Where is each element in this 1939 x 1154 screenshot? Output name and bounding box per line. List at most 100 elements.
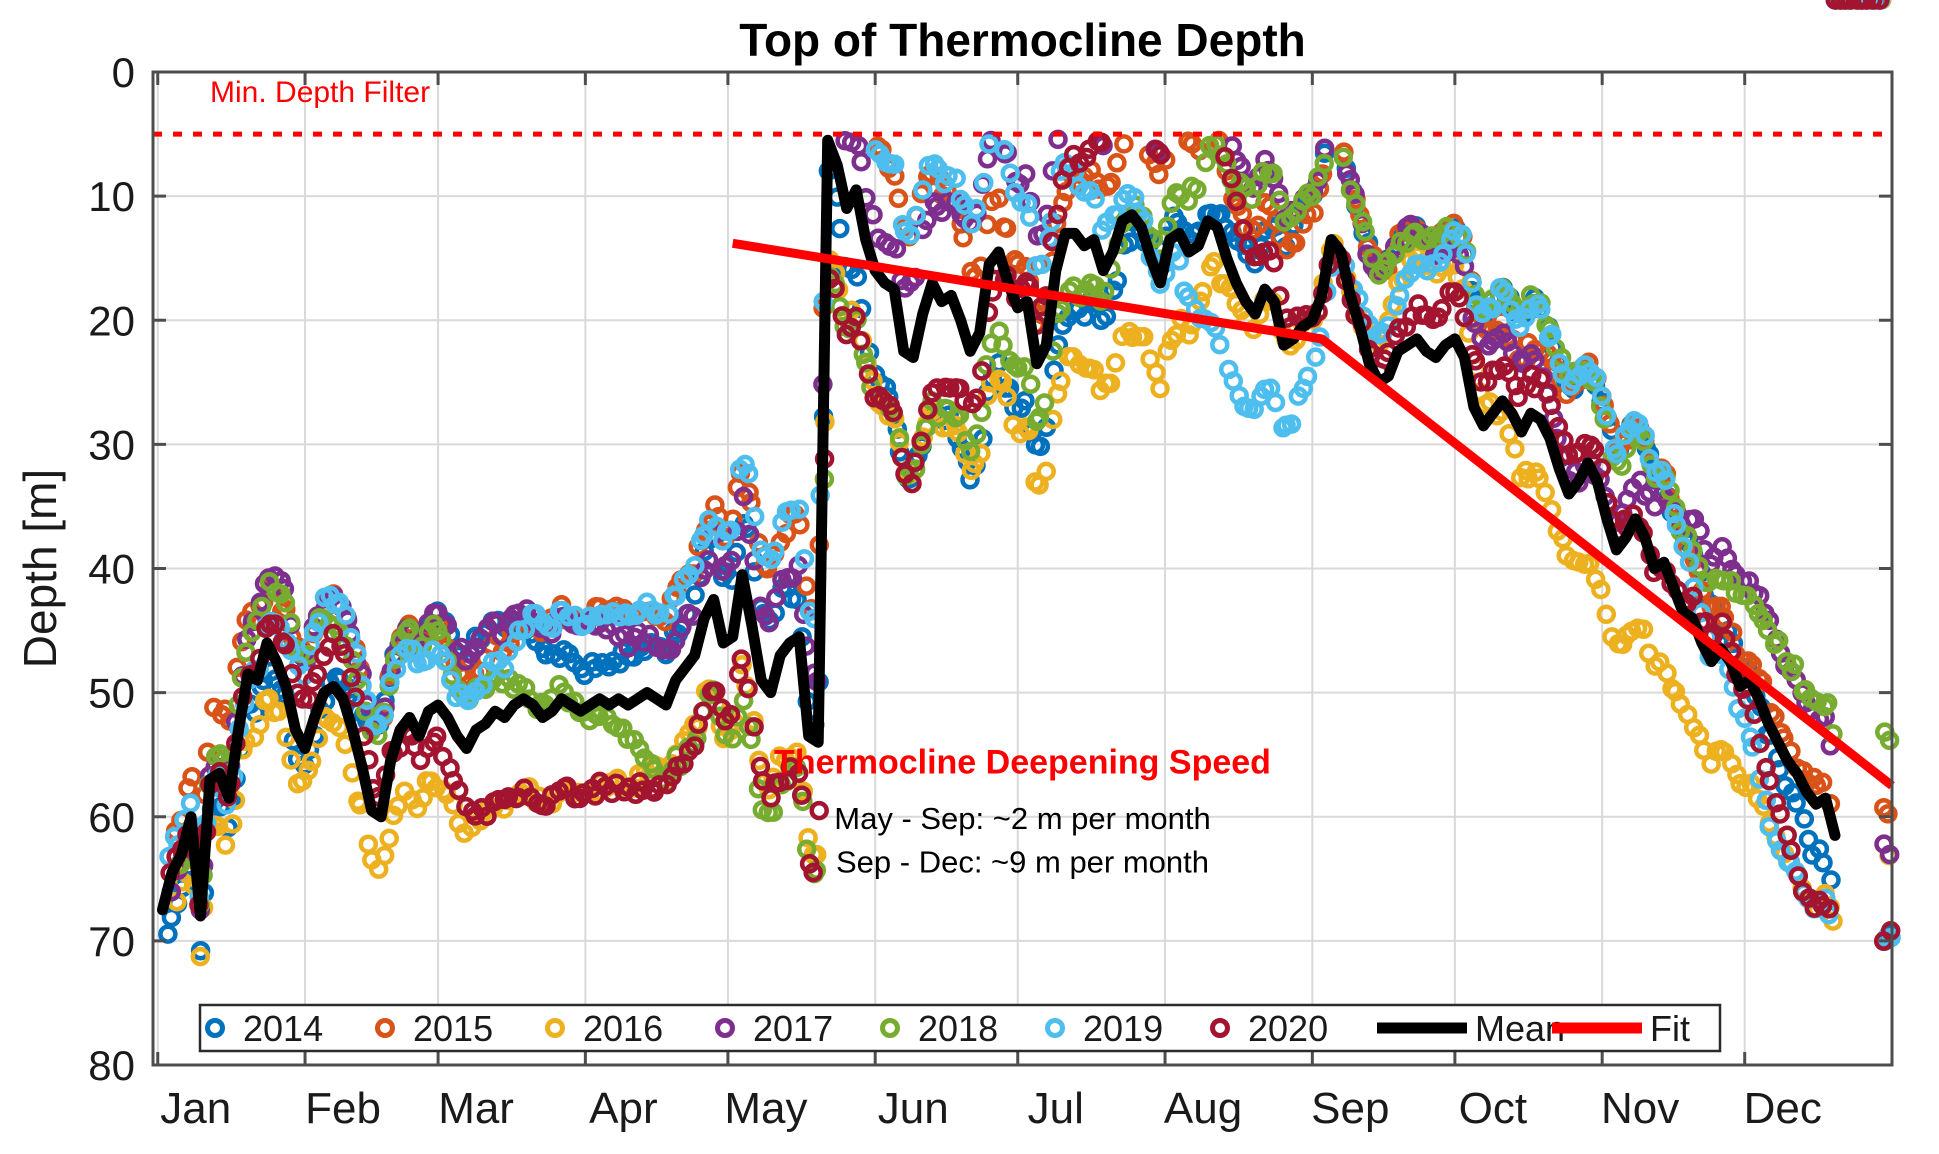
legend-item-2018[interactable]: 2018 xyxy=(880,1008,999,1049)
y-tick-label: 30 xyxy=(88,421,135,468)
scatter-point xyxy=(693,525,714,546)
scatter-point xyxy=(851,151,871,172)
scatter-point xyxy=(1689,556,1709,576)
x-tick-label: Dec xyxy=(1744,1084,1822,1133)
legend-item-2015[interactable]: 2015 xyxy=(375,1008,494,1049)
scatter-point xyxy=(1652,460,1672,481)
scatter-point xyxy=(1019,207,1040,227)
scatter-point xyxy=(1352,212,1373,232)
scatter-point xyxy=(971,443,991,464)
legend-item-2017[interactable]: 2017 xyxy=(715,1008,834,1049)
y-tick-label: 10 xyxy=(88,173,135,220)
scatter-point xyxy=(1673,536,1693,557)
scatter-point xyxy=(1759,816,1779,837)
scatter-point xyxy=(1133,327,1154,347)
scatter-series-2014[interactable] xyxy=(158,0,1899,961)
scatter-point xyxy=(1541,395,1561,416)
scatter-point xyxy=(1586,367,1607,388)
scatter-point xyxy=(888,188,909,209)
scatter-point xyxy=(1305,347,1326,367)
scatter-point xyxy=(1714,571,1734,591)
scatter-point xyxy=(1020,374,1041,394)
gridlines xyxy=(153,72,1892,1065)
x-tick-labels: Jan Feb Mar Apr May Jun Jul Aug Sep Oct Nov Dec xyxy=(160,1084,1822,1133)
scatter-point xyxy=(1187,179,1207,200)
scatter-point xyxy=(1114,134,1134,154)
scatter-point xyxy=(1607,444,1627,464)
scatter-point xyxy=(190,946,211,967)
scatter-point xyxy=(281,750,301,770)
scatter-point xyxy=(1596,406,1617,426)
scatter-point xyxy=(1856,0,1876,10)
scatter-point xyxy=(720,704,741,725)
legend-marker-2016 xyxy=(545,1018,565,1038)
scatter-point xyxy=(426,726,447,746)
legend-item-2014[interactable]: 2014 xyxy=(205,1008,324,1049)
scatter-point xyxy=(1433,244,1453,264)
scatter-point xyxy=(1157,341,1178,361)
scatter-point xyxy=(883,402,903,423)
scatter-point xyxy=(633,780,653,801)
scatter-point xyxy=(182,767,202,787)
scatter-point xyxy=(250,714,270,735)
scatter-point xyxy=(215,835,236,855)
y-tick-label: 80 xyxy=(88,1042,135,1089)
x-tick-label: Feb xyxy=(305,1084,381,1133)
scatter-series-2019[interactable] xyxy=(159,0,1901,949)
scatter-point xyxy=(1034,393,1055,413)
scatter-point xyxy=(1542,324,1562,345)
scatter-point xyxy=(1281,414,1302,434)
y-tick-label: 50 xyxy=(88,670,135,717)
scatter-point xyxy=(902,473,922,494)
legend: 2014 2015 2016 2017 2018 2019 2020 Mean Fit xyxy=(198,1003,1722,1053)
scatter-point xyxy=(336,605,356,625)
scatter-point xyxy=(1535,482,1555,503)
scatter-point xyxy=(1157,216,1178,237)
scatter-point xyxy=(1221,168,1242,189)
scatter-point xyxy=(830,296,850,317)
legend-item-Fit[interactable]: Fit xyxy=(1552,1008,1690,1049)
legend-label-2017: 2017 xyxy=(753,1008,833,1049)
annotations: Min. Depth Filter Thermocline Deepening S… xyxy=(210,76,1271,880)
min-depth-filter-label: Min. Depth Filter xyxy=(210,76,430,109)
x-tick-label: Sep xyxy=(1311,1084,1389,1133)
scatter-point xyxy=(1389,285,1410,306)
scatter-point xyxy=(809,800,829,821)
scatter-point xyxy=(1151,144,1171,165)
x-tick-label: Oct xyxy=(1459,1084,1527,1133)
scatter-point xyxy=(1879,844,1900,865)
scatter-point xyxy=(589,706,609,727)
scatter-point xyxy=(1179,325,1199,345)
scatter-point xyxy=(798,827,818,848)
scatter-point xyxy=(334,643,355,664)
scatter-point xyxy=(1226,191,1247,212)
scatter-point xyxy=(659,604,679,624)
scatter-point xyxy=(884,154,905,174)
legend-item-2019[interactable]: 2019 xyxy=(1045,1008,1164,1049)
scatter-point xyxy=(1770,804,1790,824)
scatter-point xyxy=(744,717,764,737)
scatter-point xyxy=(298,760,319,781)
scatter-point xyxy=(671,618,692,638)
scatter-point xyxy=(846,306,866,327)
scatter-point xyxy=(989,188,1009,208)
scatter-point xyxy=(1727,764,1747,785)
scatter-point xyxy=(1819,899,1839,919)
legend-item-2016[interactable]: 2016 xyxy=(545,1008,664,1049)
scatter-point xyxy=(1015,390,1035,411)
scatter-point xyxy=(1693,740,1714,760)
scatter-point xyxy=(1030,436,1051,457)
scatter-point xyxy=(1753,610,1773,631)
scatter-point xyxy=(252,596,272,617)
scatter-point xyxy=(830,218,850,239)
scatter-point xyxy=(506,631,527,652)
legend-item-Mean[interactable]: Mean xyxy=(1377,1008,1565,1049)
scatter-point xyxy=(850,331,871,351)
legend-item-2020[interactable]: 2020 xyxy=(1210,1008,1329,1049)
deepening-speed-line-2: Sep - Dec: ~9 m per month xyxy=(836,845,1209,880)
scatter-point xyxy=(357,690,377,710)
scatter-point xyxy=(435,651,455,671)
scatter-point xyxy=(1346,194,1366,214)
scatter-point xyxy=(347,643,367,664)
scatter-point xyxy=(685,585,705,605)
